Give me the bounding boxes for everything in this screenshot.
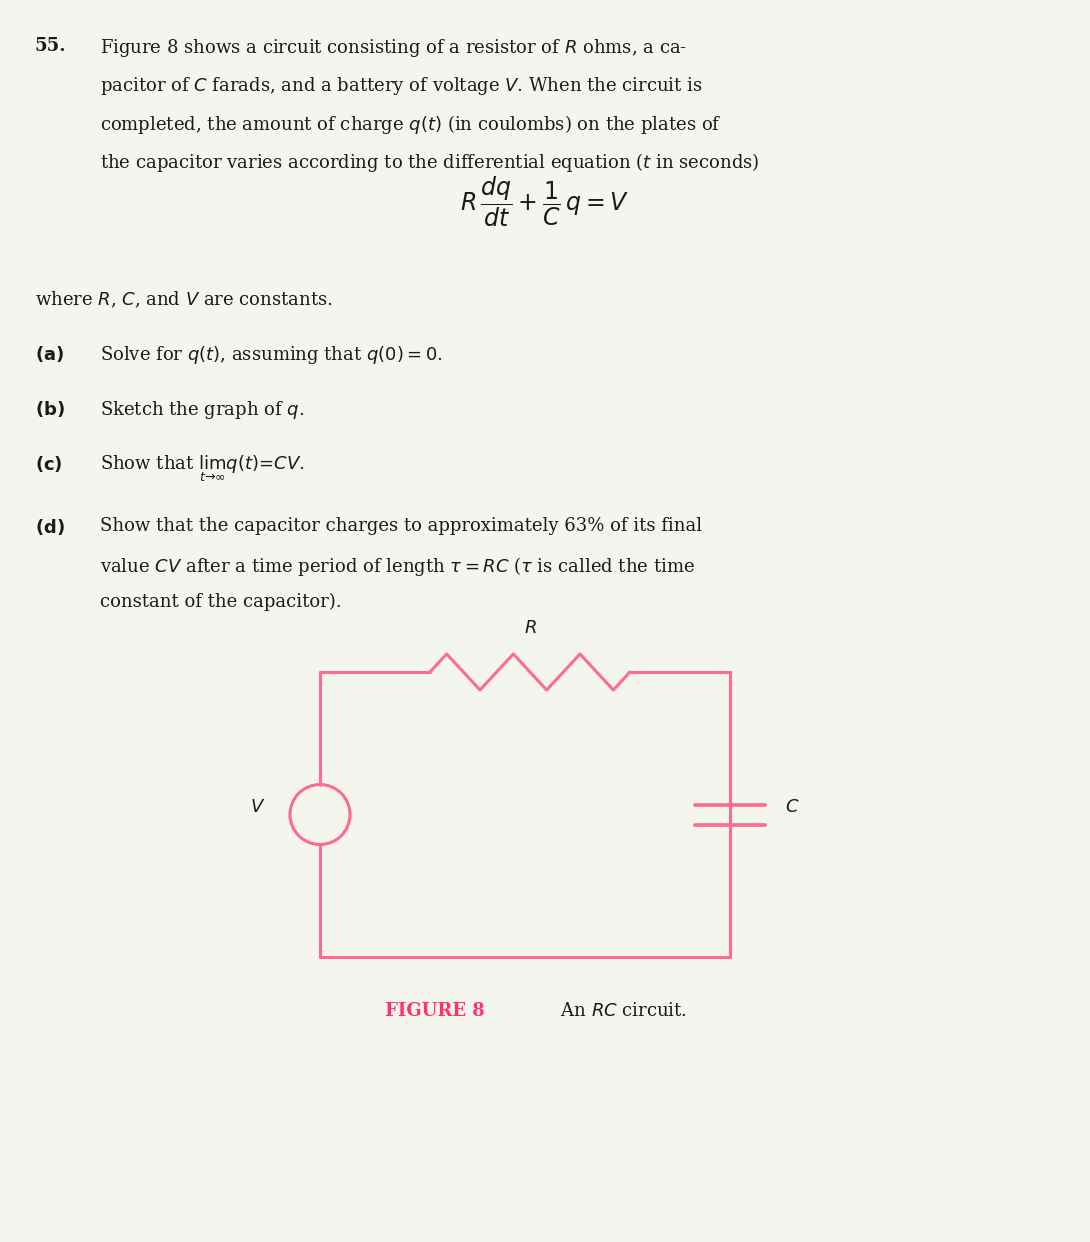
Text: completed, the amount of charge $q(t)$ (in coulombs) on the plates of: completed, the amount of charge $q(t)$ (…: [100, 113, 722, 137]
Text: An $RC$ circuit.: An $RC$ circuit.: [555, 1002, 687, 1020]
Text: $\mathbf{(b)}$: $\mathbf{(b)}$: [35, 399, 65, 419]
Text: $\mathbf{(c)}$: $\mathbf{(c)}$: [35, 455, 62, 474]
Text: $R\,\dfrac{dq}{dt} + \dfrac{1}{C}\,q = V$: $R\,\dfrac{dq}{dt} + \dfrac{1}{C}\,q = V…: [460, 175, 630, 230]
Text: $R$: $R$: [523, 619, 536, 637]
Text: $C$: $C$: [785, 797, 800, 816]
Text: Show that the capacitor charges to approximately 63% of its final: Show that the capacitor charges to appro…: [100, 517, 702, 535]
Text: Figure 8 shows a circuit consisting of a resistor of $R$ ohms, a ca-: Figure 8 shows a circuit consisting of a…: [100, 37, 687, 60]
Text: Show that $\lim_{t\to\infty} q(t) = CV$.: Show that $\lim_{t\to\infty} q(t) = CV$.: [100, 455, 304, 484]
Text: constant of the capacitor).: constant of the capacitor).: [100, 592, 341, 611]
Text: where $R$, $C$, and $V$ are constants.: where $R$, $C$, and $V$ are constants.: [35, 289, 332, 310]
Text: Solve for $q(t)$, assuming that $q(0) = 0$.: Solve for $q(t)$, assuming that $q(0) = …: [100, 344, 443, 366]
Text: the capacitor varies according to the differential equation ($t$ in seconds): the capacitor varies according to the di…: [100, 152, 760, 174]
Text: pacitor of $C$ farads, and a battery of voltage $V$. When the circuit is: pacitor of $C$ farads, and a battery of …: [100, 75, 703, 97]
Text: $\mathbf{(d)}$: $\mathbf{(d)}$: [35, 517, 65, 537]
Text: $V$: $V$: [250, 797, 265, 816]
Text: value $CV$ after a time period of length $\tau = RC$ ($\tau$ is called the time: value $CV$ after a time period of length…: [100, 555, 695, 578]
Text: Sketch the graph of $q$.: Sketch the graph of $q$.: [100, 399, 304, 421]
Text: $\mathbf{(a)}$: $\mathbf{(a)}$: [35, 344, 64, 364]
Text: 55.: 55.: [35, 37, 66, 55]
Text: FIGURE 8: FIGURE 8: [385, 1002, 485, 1020]
